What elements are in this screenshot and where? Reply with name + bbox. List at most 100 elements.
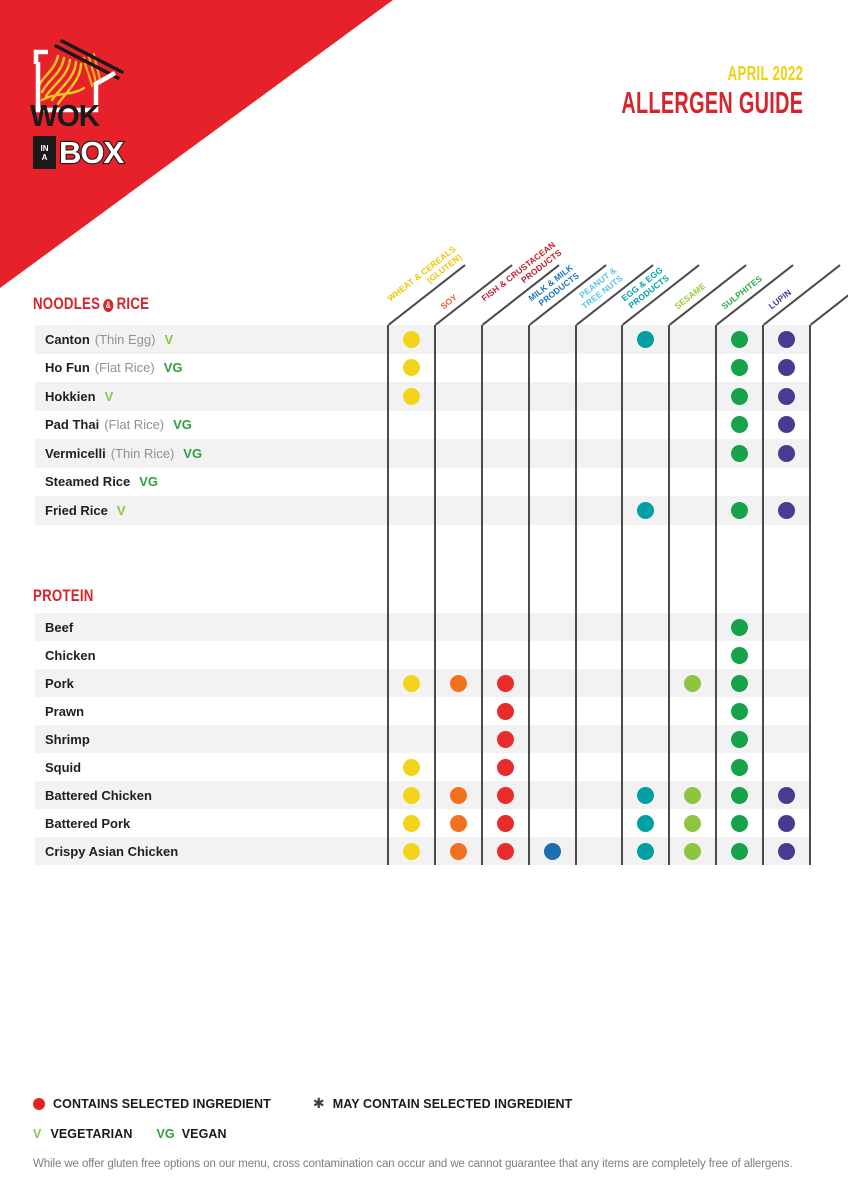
diet-badge-vg: VG: [163, 360, 183, 376]
column-divider: [762, 325, 764, 865]
allergen-dot-fish: [497, 758, 514, 776]
allergen-dot-sesame: [684, 814, 701, 832]
item-name: Chicken: [45, 647, 96, 663]
title-block: APRIL 2022 ALLERGEN GUIDE: [519, 62, 803, 119]
table-row-stripe: [35, 496, 810, 525]
table-row-stripe: [35, 382, 810, 411]
allergen-dot-wheat: [403, 758, 420, 776]
allergen-dot-fish: [497, 702, 514, 720]
allergen-dot-egg: [637, 330, 654, 348]
legend-row-ingredients: CONTAINS SELECTED INGREDIENT ✱ MAY CONTA…: [33, 1095, 572, 1112]
item-name: Crispy Asian Chicken: [45, 843, 179, 859]
allergen-dot-sulphites: [731, 387, 748, 405]
row-label-pad-thai: Pad Thai (Flat Rice) VG: [45, 411, 192, 440]
diet-badge-v: V: [164, 331, 174, 347]
column-divider: [481, 325, 483, 865]
table-row-stripe: [35, 613, 810, 641]
legend-contains-label: CONTAINS SELECTED INGREDIENT: [53, 1096, 271, 1111]
item-name: Fried Rice: [45, 502, 108, 518]
column-divider: [387, 325, 389, 865]
allergen-dot-fish: [497, 730, 514, 748]
allergen-dot-lupin: [778, 814, 795, 832]
allergen-dot-egg: [637, 814, 654, 832]
diet-badge-vg: VG: [139, 474, 159, 490]
column-divider: [434, 325, 436, 865]
allergen-dot-wheat: [403, 387, 420, 405]
logo-wok-text: WOK: [30, 98, 100, 133]
column-divider: [809, 325, 811, 865]
item-name: Prawn: [45, 703, 85, 719]
column-header-soy: SOY: [438, 292, 460, 312]
allergen-dot-wheat: [403, 786, 420, 804]
vegan-symbol: VG: [156, 1127, 175, 1141]
section-title-text: NOODLES: [33, 294, 101, 313]
allergen-dot-soy: [450, 786, 467, 804]
allergen-dot-soy: [450, 842, 467, 860]
item-note: (Flat Rice): [94, 360, 155, 376]
column-header-rule: [763, 264, 841, 326]
item-name: Battered Pork: [45, 815, 131, 831]
table-row-stripe: [35, 725, 810, 753]
asterisk-icon: ✱: [312, 1095, 325, 1111]
table-row-stripe: [35, 325, 810, 354]
logo-box-text: BOX: [58, 134, 127, 171]
item-name: Ho Fun: [45, 360, 90, 376]
item-name: Vermicelli: [45, 445, 106, 461]
allergen-dot-wheat: [403, 330, 420, 348]
allergen-dot-fish: [497, 786, 514, 804]
item-note: (Flat Rice): [104, 417, 165, 433]
allergen-dot-wheat: [403, 842, 420, 860]
section-title-text: PROTEIN: [33, 586, 94, 605]
table-row-stripe: [35, 837, 810, 865]
allergen-dot-wheat: [403, 814, 420, 832]
allergen-dot-lupin: [778, 501, 795, 519]
allergen-dot-lupin: [778, 359, 795, 377]
date-heading: APRIL 2022: [727, 63, 803, 85]
item-name: Battered Chicken: [45, 787, 152, 803]
row-label-chicken: Chicken: [45, 641, 96, 669]
allergen-dot-lupin: [778, 444, 795, 462]
page-title: ALLERGEN GUIDE: [621, 85, 803, 120]
item-name: Beef: [45, 619, 74, 635]
row-label-battered-chicken: Battered Chicken: [45, 781, 152, 809]
row-label-ho-fun: Ho Fun (Flat Rice) VG: [45, 354, 183, 383]
allergen-dot-fish: [497, 674, 514, 692]
column-divider: [715, 325, 717, 865]
table-row-stripe: [35, 439, 810, 468]
allergen-dot-wheat: [403, 674, 420, 692]
allergen-dot-sulphites: [731, 702, 748, 720]
row-label-shrimp: Shrimp: [45, 725, 90, 753]
item-name: Steamed Rice: [45, 474, 131, 490]
row-label-crispy-asian-chicken: Crispy Asian Chicken: [45, 837, 178, 865]
row-label-pork: Pork: [45, 669, 74, 697]
row-label-canton: Canton (Thin Egg) V: [45, 325, 173, 354]
item-note: (Thin Rice): [110, 445, 175, 461]
legend-vegan-label: VEGAN: [181, 1127, 227, 1141]
allergen-dot-egg: [637, 842, 654, 860]
allergen-dot-sulphites: [731, 814, 748, 832]
legend-row-diet: V VEGETARIAN VG VEGAN: [33, 1127, 227, 1141]
allergen-dot-soy: [450, 814, 467, 832]
item-name: Squid: [45, 759, 82, 775]
allergen-dot-fish: [497, 814, 514, 832]
disclaimer-text: While we offer gluten free options on ou…: [33, 1158, 793, 1170]
row-label-prawn: Prawn: [45, 697, 84, 725]
allergen-dot-soy: [450, 674, 467, 692]
item-name: Shrimp: [45, 731, 90, 747]
allergen-dot-sulphites: [731, 758, 748, 776]
table-row-stripe: [35, 781, 810, 809]
noodle-box-icon: [33, 39, 124, 113]
item-name: Pork: [45, 675, 74, 691]
item-name: Hokkien: [45, 388, 96, 404]
diet-badge-vg: VG: [173, 417, 192, 433]
svg-text:BOX: BOX: [59, 135, 125, 170]
legend-vegetarian-label: VEGETARIAN: [50, 1127, 133, 1141]
allergen-dot-egg: [637, 786, 654, 804]
row-label-battered-pork: Battered Pork: [45, 809, 130, 837]
row-label-vermicelli: Vermicelli (Thin Rice) VG: [45, 439, 202, 468]
allergen-dot-sulphites: [731, 842, 748, 860]
allergen-dot-sulphites: [731, 501, 748, 519]
item-name: Pad Thai: [45, 417, 100, 433]
column-divider: [528, 325, 530, 865]
